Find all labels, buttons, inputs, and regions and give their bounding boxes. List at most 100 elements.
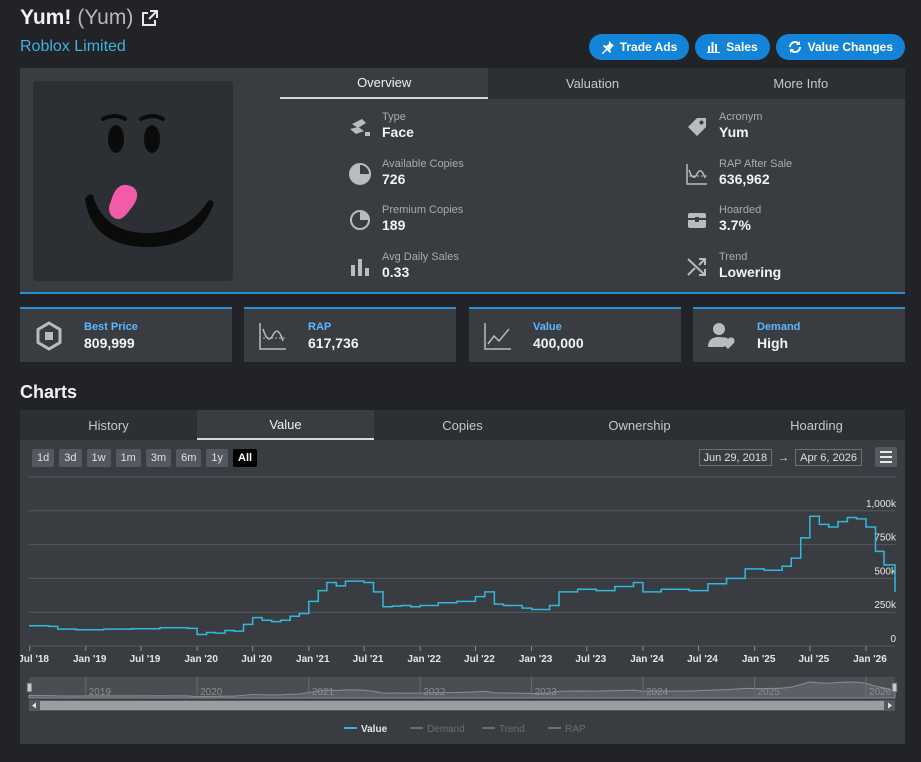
x-tick-label: Jul '22 (464, 654, 495, 665)
sales-button[interactable]: Sales (695, 34, 770, 60)
range-3m-button[interactable]: 3m (145, 449, 172, 467)
header-actions: Trade Ads Sales Value Changes (588, 34, 905, 60)
stat-hoarded-label: Hoarded (719, 204, 762, 216)
y-tick-label: 1,000k (866, 499, 897, 510)
charts-title: Charts (20, 382, 78, 402)
tab-value[interactable]: Value (197, 410, 374, 440)
scroll-right-icon[interactable] (888, 702, 892, 709)
pin-icon (601, 40, 614, 54)
legend-item-rap[interactable]: RAP (565, 724, 586, 735)
metric-rap: RAP 617,736 (244, 307, 456, 362)
item-category-link[interactable]: Roblox Limited (20, 38, 126, 55)
bars-icon (351, 259, 369, 276)
stat-acronym-value: Yum (719, 124, 749, 140)
x-tick-label: Jul '20 (241, 654, 272, 665)
metric-demand-value: High (757, 334, 789, 351)
navigator-year-label: 2025 (758, 687, 781, 698)
chest-icon (688, 213, 706, 228)
tab-copies[interactable]: Copies (442, 417, 483, 433)
legend-item-trend[interactable]: Trend (499, 724, 525, 735)
stat-premium-copies-value: 189 (382, 217, 406, 233)
chart-tabs: History Value Copies Ownership Hoarding (20, 410, 905, 440)
scrollbar-thumb[interactable] (40, 701, 884, 710)
chart-navigator[interactable]: 2019 2020 2021 2022 2023 2024 2025 2026 (26, 677, 898, 711)
y-tick-label: 250k (874, 600, 897, 611)
navigator-year-label: 2019 (89, 687, 112, 698)
users-heart-icon (708, 322, 735, 349)
line-chart-icon (484, 322, 511, 350)
trade-ads-button[interactable]: Trade Ads (588, 34, 690, 60)
navigator-handle-left[interactable] (26, 682, 33, 693)
date-from-input[interactable]: Jun 29, 2018 (698, 449, 773, 466)
tab-overview[interactable]: Overview (280, 68, 489, 99)
bar-chart-icon (707, 41, 721, 53)
tab-history[interactable]: History (88, 417, 129, 433)
range-all-button[interactable]: All (233, 449, 258, 467)
metric-best-price-value: 809,999 (84, 334, 135, 351)
metric-value: Value 400,000 (469, 307, 681, 362)
stat-type: Type Face (348, 111, 414, 141)
stat-type-value: Face (382, 124, 414, 140)
navigator-year-label: 2023 (535, 687, 558, 698)
stat-avg-daily-sales: Avg Daily Sales 0.33 (348, 251, 459, 281)
legend-item-value[interactable]: Value (361, 724, 388, 735)
stat-available-copies: Available Copies 726 (348, 158, 464, 188)
tab-ownership[interactable]: Ownership (608, 417, 671, 433)
trade-ads-label: Trade Ads (619, 40, 678, 54)
navigator-handle-right[interactable] (891, 682, 898, 693)
range-6m-button[interactable]: 6m (176, 449, 202, 467)
pie-icon (349, 163, 371, 185)
value-changes-button[interactable]: Value Changes (775, 34, 905, 60)
x-axis: Jul '18 Jan '19 Jul '19 Jan '20 Jul '20 Jan '… (20, 646, 887, 665)
range-1m-button[interactable]: 1m (115, 449, 141, 467)
range-selector: 1d 3d 1w 1m 3m 6m 1y All (32, 449, 258, 467)
legend-item-demand[interactable]: Demand (427, 724, 465, 735)
date-arrow: → (778, 451, 790, 464)
rap-chart-icon (259, 322, 286, 350)
hat-icon (350, 119, 370, 136)
chart-menu-button[interactable] (875, 447, 897, 467)
x-tick-label: Jan '20 (184, 654, 218, 665)
x-tick-label: Jan '21 (296, 654, 330, 665)
stat-trend-label: Trend (719, 251, 748, 263)
navigator-year-label: 2020 (200, 687, 223, 698)
scroll-left-icon[interactable] (32, 702, 36, 709)
tab-valuation[interactable]: Valuation (565, 76, 620, 91)
y-tick-label: 500k (874, 566, 897, 577)
value-changes-label: Value Changes (807, 40, 893, 54)
x-tick-label: Jul '25 (798, 654, 829, 665)
metric-best-price-label: Best Price (84, 320, 138, 333)
item-thumbnail (33, 81, 233, 281)
range-1y-button[interactable]: 1y (206, 449, 229, 467)
y-tick-label: 750k (874, 533, 897, 544)
stat-avg-daily-sales-label: Avg Daily Sales (382, 251, 459, 263)
external-link-icon[interactable] (141, 9, 159, 27)
x-tick-label: Jan '26 (853, 654, 887, 665)
stat-trend-value: Lowering (719, 264, 782, 280)
range-3d-button[interactable]: 3d (59, 449, 82, 467)
range-1d-button[interactable]: 1d (32, 449, 55, 467)
x-tick-label: Jan '25 (742, 654, 776, 665)
tab-more-info[interactable]: More Info (773, 76, 829, 91)
stat-premium-copies-label: Premium Copies (382, 204, 464, 216)
x-tick-label: Jan '24 (630, 654, 664, 665)
stat-available-copies-label: Available Copies (382, 158, 464, 170)
navigator-series (28, 681, 896, 699)
stat-available-copies-value: 726 (382, 171, 406, 187)
navigator-year-label: 2021 (312, 687, 335, 698)
stat-acronym-label: Acronym (719, 111, 763, 123)
metric-value-value: 400,000 (533, 334, 584, 351)
stat-trend: Trend Lowering (685, 251, 781, 281)
chart-panel: 1d 3d 1w 1m 3m 6m 1y All Jun 29, 2018 → … (20, 440, 905, 744)
overview-card: Overview Valuation More Info Type Face Av… (20, 68, 905, 294)
tab-hoarding[interactable]: Hoarding (790, 417, 843, 433)
x-tick-label: Jul '23 (575, 654, 606, 665)
stat-hoarded-value: 3.7% (719, 217, 751, 233)
x-tick-label: Jul '19 (130, 654, 161, 665)
x-tick-label: Jan '23 (519, 654, 553, 665)
range-1w-button[interactable]: 1w (86, 449, 111, 467)
date-to-input[interactable]: Apr 6, 2026 (795, 449, 862, 466)
stat-avg-daily-sales-value: 0.33 (382, 264, 410, 280)
date-range: Jun 29, 2018 → Apr 6, 2026 (698, 449, 862, 466)
tag-icon (688, 118, 706, 136)
